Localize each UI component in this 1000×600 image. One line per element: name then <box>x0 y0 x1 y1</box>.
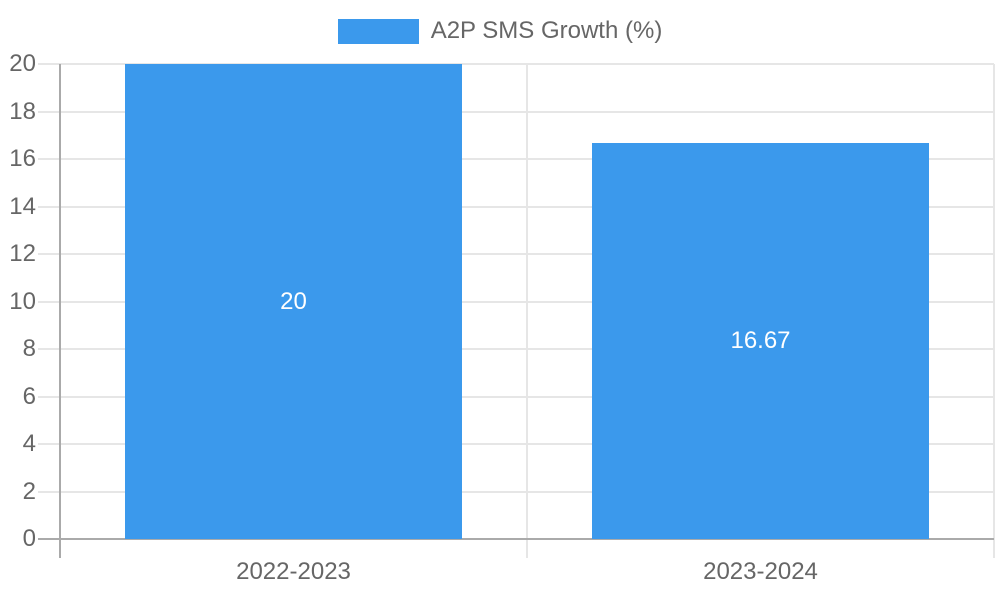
x-tick-label: 2023-2024 <box>703 558 818 585</box>
gridline <box>38 395 994 398</box>
y-tick-label: 6 <box>22 382 36 410</box>
bar[interactable] <box>125 64 462 539</box>
bar[interactable] <box>592 143 929 539</box>
gridline <box>38 205 994 208</box>
y-tick-label: 4 <box>22 430 36 457</box>
gridline <box>38 443 994 445</box>
gridline <box>38 158 994 160</box>
y-tick-label: 14 <box>9 192 36 220</box>
bar-value-label: 20 <box>280 287 307 315</box>
gridline <box>38 253 994 255</box>
y-tick-label: 18 <box>9 97 36 125</box>
x-axis-line <box>38 538 994 540</box>
gridline <box>38 348 994 350</box>
y-axis-line <box>59 64 61 558</box>
y-tick-label: 20 <box>9 50 36 77</box>
bar-value-label: 16.67 <box>730 327 791 355</box>
gridline <box>38 490 994 493</box>
legend-swatch <box>337 18 419 44</box>
y-tick-label: 2 <box>22 477 36 505</box>
y-tick-label: 8 <box>22 335 36 362</box>
y-tick-label: 12 <box>9 240 36 267</box>
legend[interactable]: A2P SMS Growth (%) <box>0 17 1000 45</box>
y-tick-label: 16 <box>9 145 36 172</box>
legend-label: A2P SMS Growth (%) <box>430 17 663 44</box>
gridline <box>526 64 528 558</box>
y-tick-label: 0 <box>22 525 36 552</box>
gridline <box>38 300 994 303</box>
x-tick-label: 2022-2023 <box>236 558 351 585</box>
y-tick-label: 10 <box>9 287 36 315</box>
gridline <box>38 110 994 113</box>
gridline <box>38 63 994 65</box>
gridline <box>993 64 995 558</box>
